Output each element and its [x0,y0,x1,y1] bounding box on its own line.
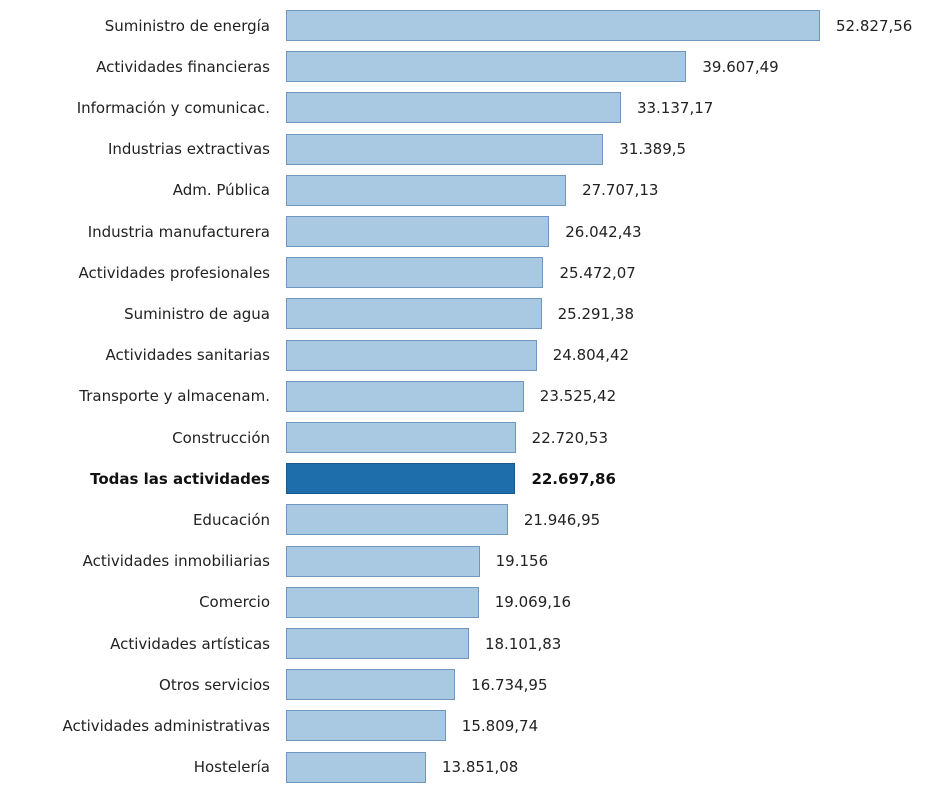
bar [286,669,456,701]
bar [286,710,446,742]
category-label: Suministro de energía [104,16,270,35]
value-label: 31.389,5 [619,140,687,159]
category-label: Adm. Pública [172,181,270,200]
bar [286,504,508,536]
value-label: 25.291,38 [557,304,634,323]
bar [286,586,479,618]
bar [286,133,604,165]
value-label: 15.809,74 [461,716,539,735]
bar [286,257,544,289]
value-label: 52.827,56 [836,16,913,35]
value-label: 26.042,43 [565,222,642,241]
bar [286,298,542,330]
category-label: Construcción [172,428,270,447]
value-label: 22.697,86 [531,469,616,488]
value-label: 19.069,16 [494,593,572,612]
category-label: Información y comunicac. [76,98,270,117]
value-label: 39.607,49 [702,57,779,76]
value-label: 27.707,13 [582,181,659,200]
bar [286,422,516,453]
bar [286,463,516,495]
value-label: 22.720,53 [531,428,608,447]
bar [286,92,621,124]
value-label: 21.946,95 [523,510,601,529]
bar [286,10,820,41]
value-label: 16.734,95 [471,675,548,694]
category-label: Transporte y almacenam. [79,387,270,406]
category-label: Industrias extractivas [107,140,270,159]
category-label: Hostelería [193,758,270,777]
category-label: Todas las actividades [90,469,270,488]
category-label: Otros servicios [159,675,270,694]
bar [286,751,426,783]
bar [286,216,550,247]
category-label: Actividades administrativas [62,716,270,735]
value-label: 33.137,17 [636,98,714,117]
category-label: Actividades artísticas [110,634,270,653]
bar [286,51,687,83]
bar [286,339,537,371]
category-label: Actividades sanitarias [105,346,270,365]
category-label: Actividades profesionales [78,263,271,282]
value-label: 13.851,08 [442,758,519,777]
bar [286,380,524,412]
bar [286,174,567,206]
category-label: Actividades financieras [96,57,270,76]
bar [286,545,480,577]
value-label: 19.156 [495,552,549,571]
category-label: Comercio [199,593,270,612]
category-label: Educación [192,510,270,529]
category-label: Suministro de agua [124,304,270,323]
value-label: 25.472,07 [559,263,636,282]
value-label: 18.101,83 [484,634,562,653]
value-label: 24.804,42 [552,346,630,365]
value-label: 23.525,42 [539,387,617,406]
category-label: Actividades inmobiliarias [82,552,270,571]
category-label: Industria manufacturera [87,222,270,241]
bar [286,628,469,659]
